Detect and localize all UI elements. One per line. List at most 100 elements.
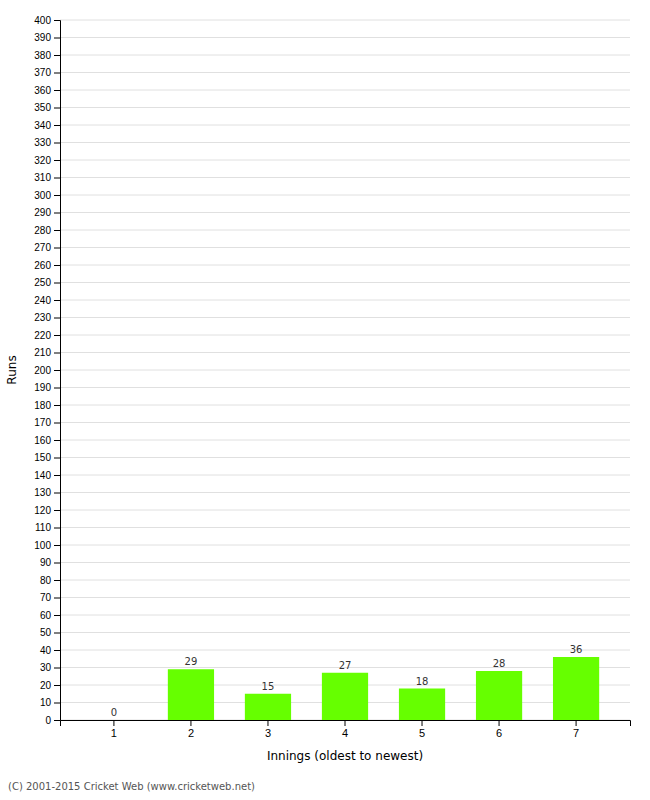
grid-line (60, 527, 630, 528)
y-tick: 350 (34, 102, 60, 113)
y-tick-label: 310 (34, 172, 51, 183)
y-tick-label: 400 (34, 15, 51, 26)
grid-line (60, 457, 630, 458)
y-tick-label: 30 (40, 662, 52, 673)
grid-line (60, 352, 630, 353)
x-tick-label: 4 (342, 727, 348, 739)
y-tick-label: 300 (34, 190, 51, 201)
bar (245, 694, 291, 720)
x-tick: 1 (111, 720, 117, 739)
y-tick-mark (54, 318, 60, 319)
data-label: 18 (416, 676, 429, 687)
y-tick-label: 110 (35, 522, 51, 533)
y-tick: 160 (34, 435, 60, 446)
grid-line (60, 335, 630, 336)
y-tick: 360 (34, 85, 60, 96)
y-tick-mark (54, 73, 60, 74)
y-tick-label: 80 (40, 575, 52, 586)
y-tick-mark (54, 423, 60, 424)
y-tick-mark (54, 580, 60, 581)
bar (399, 689, 445, 721)
y-tick: 280 (34, 225, 60, 236)
x-tick-mark (576, 720, 577, 726)
x-tick-mark (345, 720, 346, 726)
grid-line (60, 405, 630, 406)
y-tick: 80 (40, 575, 60, 586)
footer: (C) 2001-2015 Cricket Web (www.cricketwe… (8, 781, 255, 792)
y-tick: 50 (40, 627, 60, 638)
y-tick-mark (54, 143, 60, 144)
x-tick-label: 1 (111, 727, 117, 739)
y-tick-label: 120 (34, 505, 51, 516)
y-tick: 20 (40, 680, 60, 691)
y-tick-label: 160 (34, 435, 51, 446)
grid-line (60, 142, 630, 143)
bar (553, 657, 599, 720)
grid-line (60, 562, 630, 563)
grid-line (60, 370, 630, 371)
x-tick-label: 3 (265, 727, 271, 739)
y-tick-mark (54, 20, 60, 21)
y-tick: 110 (35, 522, 60, 533)
grid-line (60, 212, 630, 213)
data-label: 29 (185, 656, 198, 667)
y-tick: 40 (40, 645, 60, 656)
y-tick-mark (54, 230, 60, 231)
grid-line (60, 90, 630, 91)
y-tick-label: 20 (40, 680, 52, 691)
y-tick: 0 (45, 715, 60, 726)
data-label: 28 (493, 658, 506, 669)
grid-line (60, 37, 630, 38)
y-tick: 260 (34, 260, 60, 271)
grid-line (60, 545, 630, 546)
y-tick: 310 (34, 172, 60, 183)
y-tick: 220 (34, 330, 60, 341)
y-axis-title: Runs (5, 355, 19, 384)
y-tick-mark (54, 38, 60, 39)
x-tick: 7 (573, 720, 579, 739)
y-tick: 200 (34, 365, 60, 376)
y-tick-mark (54, 668, 60, 669)
y-tick-label: 50 (40, 627, 52, 638)
y-tick-mark (54, 458, 60, 459)
y-tick-label: 330 (34, 137, 51, 148)
grid-line (60, 177, 630, 178)
y-tick: 390 (34, 32, 60, 43)
y-tick-label: 100 (34, 540, 51, 551)
y-tick: 230 (34, 312, 60, 323)
y-tick-mark (54, 213, 60, 214)
grid-line (60, 265, 630, 266)
grid-line (60, 387, 630, 388)
grid-line (60, 440, 630, 441)
y-tick-mark (54, 108, 60, 109)
y-tick: 300 (34, 190, 60, 201)
y-tick-mark (54, 265, 60, 266)
data-label: 27 (339, 660, 352, 671)
y-tick-mark (54, 720, 60, 721)
x-tick: 4 (342, 720, 348, 739)
grid-line (60, 230, 630, 231)
y-tick-label: 390 (34, 32, 51, 43)
data-label: 15 (262, 681, 275, 692)
y-tick-mark (54, 248, 60, 249)
x-tick-label: 5 (419, 727, 425, 739)
y-tick-label: 230 (34, 312, 51, 323)
grid-line (60, 125, 630, 126)
y-tick-label: 10 (40, 697, 52, 708)
grid-line (60, 510, 630, 511)
y-tick-mark (54, 563, 60, 564)
y-tick-label: 350 (34, 102, 51, 113)
y-tick: 120 (34, 505, 60, 516)
y-tick: 210 (34, 347, 60, 358)
y-tick-mark (54, 300, 60, 301)
y-tick: 90 (40, 557, 60, 568)
y-tick-label: 190 (34, 382, 51, 393)
grid-line (60, 282, 630, 283)
y-tick: 70 (40, 592, 60, 603)
y-tick-label: 0 (45, 715, 51, 726)
y-tick: 140 (34, 470, 60, 481)
grid-line (60, 247, 630, 248)
data-labels: 0291527182836 (111, 644, 583, 718)
x-tick-mark (190, 720, 191, 726)
y-tick-mark (54, 493, 60, 494)
